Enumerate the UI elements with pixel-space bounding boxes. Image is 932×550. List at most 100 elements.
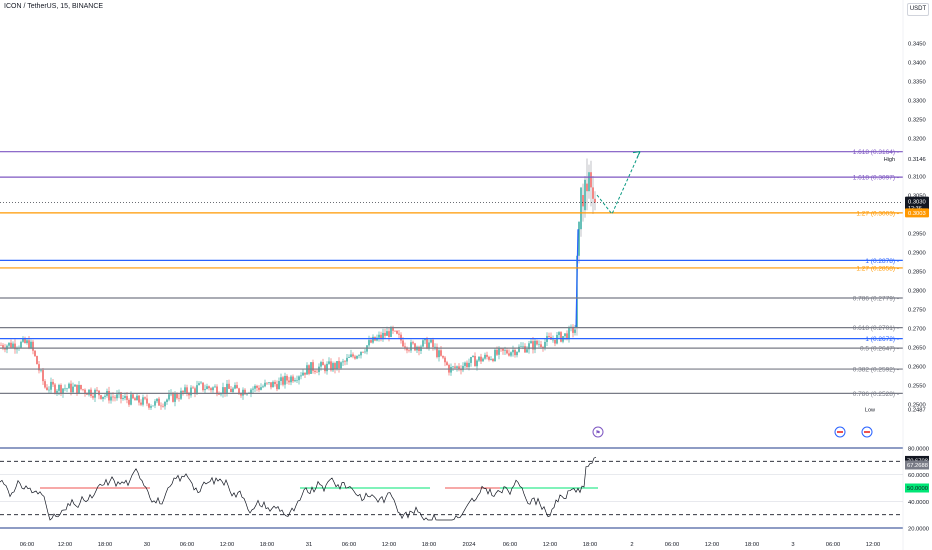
candle-body [296, 380, 298, 381]
candle-body [304, 372, 306, 375]
candle-body [406, 347, 408, 351]
candle-body [342, 361, 344, 363]
fib-label: 1 (0.2672) - [865, 336, 899, 343]
candle-body [386, 331, 388, 336]
projection-path [596, 151, 641, 215]
candle-body [294, 380, 296, 382]
candle-body [298, 376, 300, 381]
candle-body [162, 405, 164, 407]
candle-body [558, 332, 560, 335]
fib-label: 0.618 (0.2701) - [853, 325, 899, 332]
flag-icon-stripe [864, 431, 870, 433]
candle-body [138, 395, 140, 403]
candle-body [236, 385, 238, 389]
candle-body [198, 383, 200, 386]
candle-body [60, 384, 62, 394]
high-label: High [884, 157, 895, 163]
candle-body [136, 395, 138, 401]
price-tick: 0.2900 [908, 251, 926, 257]
candle-body [300, 375, 302, 377]
candle-body [194, 388, 196, 393]
fib-price-badge [905, 208, 929, 218]
candle-body [372, 336, 374, 343]
candle-body [56, 390, 58, 393]
fib-levels[interactable]: 1.618 (0.3164) - 1.618 (0.3097) - 1.27 (0.… [0, 149, 903, 398]
candle-body [488, 356, 490, 360]
candle-body [530, 341, 532, 344]
candle-body [92, 396, 94, 398]
candle-body [440, 350, 442, 356]
candle-body [432, 339, 434, 348]
candle-body [180, 390, 182, 399]
candle-body [462, 365, 464, 371]
price-tick: 0.2950 [908, 232, 926, 238]
candle-body [172, 392, 174, 402]
candle-body [306, 365, 308, 375]
rsi-midline: 50.0000 [907, 486, 928, 492]
fib-label: 1.27 (0.2858) - [856, 265, 899, 272]
candle-body [70, 383, 72, 393]
time-tick: 2024 [463, 542, 477, 548]
candle-body [264, 382, 266, 387]
candle-body [20, 341, 22, 348]
candle-body [454, 366, 456, 368]
candle-body [566, 333, 568, 340]
candle-body [414, 343, 416, 351]
candle-body [66, 388, 68, 390]
candle-body [340, 362, 342, 369]
time-tick: 18:00 [583, 542, 598, 548]
candle-body [292, 376, 294, 382]
time-tick: 18:00 [98, 542, 113, 548]
candle-body [274, 381, 276, 385]
time-tick: 06:00 [20, 542, 35, 548]
candle-body [404, 346, 406, 348]
candle-body [328, 361, 330, 364]
candle-body [256, 385, 258, 388]
candle-body [130, 394, 132, 405]
candle-body [510, 352, 512, 356]
symbol-title[interactable]: ICON / TetherUS, 15, BINANCE [4, 3, 104, 10]
price-tick: 0.3300 [908, 99, 926, 105]
candle-body [276, 384, 278, 390]
candle-body [382, 332, 384, 339]
price-axis[interactable]: 0.3450 0.3400 0.3350 0.3300 0.3250 0.3200 0.31… [865, 42, 929, 414]
candle-body [364, 351, 366, 353]
candle-body [38, 364, 40, 371]
time-tick: 12:00 [58, 542, 73, 548]
candle-body [362, 351, 364, 353]
price-tick: 0.2600 [908, 365, 926, 371]
candle-body [542, 347, 544, 348]
candle-body [346, 357, 348, 362]
candle-body [446, 362, 448, 366]
time-tick: 12:00 [220, 542, 235, 548]
candle-body [124, 396, 126, 398]
candle-body [232, 388, 234, 393]
rsi-tick: 20.0000 [908, 527, 929, 533]
candle-body [146, 398, 148, 404]
current-price-badge [905, 196, 929, 212]
candle-body [260, 387, 262, 390]
price-tick: 0.2850 [908, 270, 926, 276]
candle-body [396, 330, 398, 334]
event-icon-glyph: ⚑ [595, 430, 600, 437]
currency-button[interactable]: USDT [907, 3, 929, 16]
price-tick: 0.3250 [908, 118, 926, 124]
candle-body [412, 342, 414, 344]
candle-body [16, 348, 18, 350]
time-tick: 12:00 [382, 542, 397, 548]
fib-label: 0.5 (0.2647) - [860, 346, 899, 353]
event-icon[interactable] [592, 426, 604, 438]
candle-body [358, 355, 360, 357]
candle-body [482, 358, 484, 362]
candle-body [590, 172, 592, 188]
candle-body [578, 221, 580, 256]
candle-body [476, 360, 478, 367]
rsi-tick: 60.0000 [908, 473, 929, 479]
rsi-panel[interactable]: 80.000060.000040.000020.000070.670867.26… [0, 447, 929, 533]
candle-body [310, 362, 312, 374]
time-axis[interactable]: 06:00 12:00 18:00 30 06:00 12:00 18:00 31 06:00 1… [20, 0, 904, 550]
candle-body [52, 381, 54, 385]
candle-body [192, 387, 194, 389]
candle-body [518, 346, 520, 352]
